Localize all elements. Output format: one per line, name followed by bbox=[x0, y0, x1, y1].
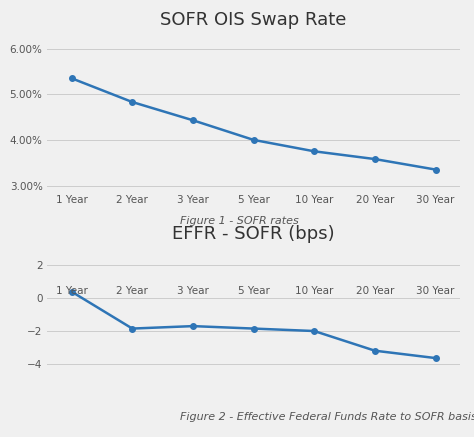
Text: 30 Year: 30 Year bbox=[416, 286, 455, 296]
Text: 1 Year: 1 Year bbox=[56, 286, 88, 296]
Text: 3 Year: 3 Year bbox=[177, 286, 209, 296]
Text: 5 Year: 5 Year bbox=[237, 286, 270, 296]
Text: Figure 1 - SOFR rates: Figure 1 - SOFR rates bbox=[180, 216, 299, 225]
Text: Figure 2 - Effective Federal Funds Rate to SOFR basis: Figure 2 - Effective Federal Funds Rate … bbox=[180, 413, 474, 422]
Text: 2 Year: 2 Year bbox=[116, 286, 148, 296]
Text: 20 Year: 20 Year bbox=[356, 286, 394, 296]
Title: EFFR - SOFR (bps): EFFR - SOFR (bps) bbox=[172, 225, 335, 243]
Title: SOFR OIS Swap Rate: SOFR OIS Swap Rate bbox=[160, 11, 347, 29]
Text: 10 Year: 10 Year bbox=[295, 286, 333, 296]
